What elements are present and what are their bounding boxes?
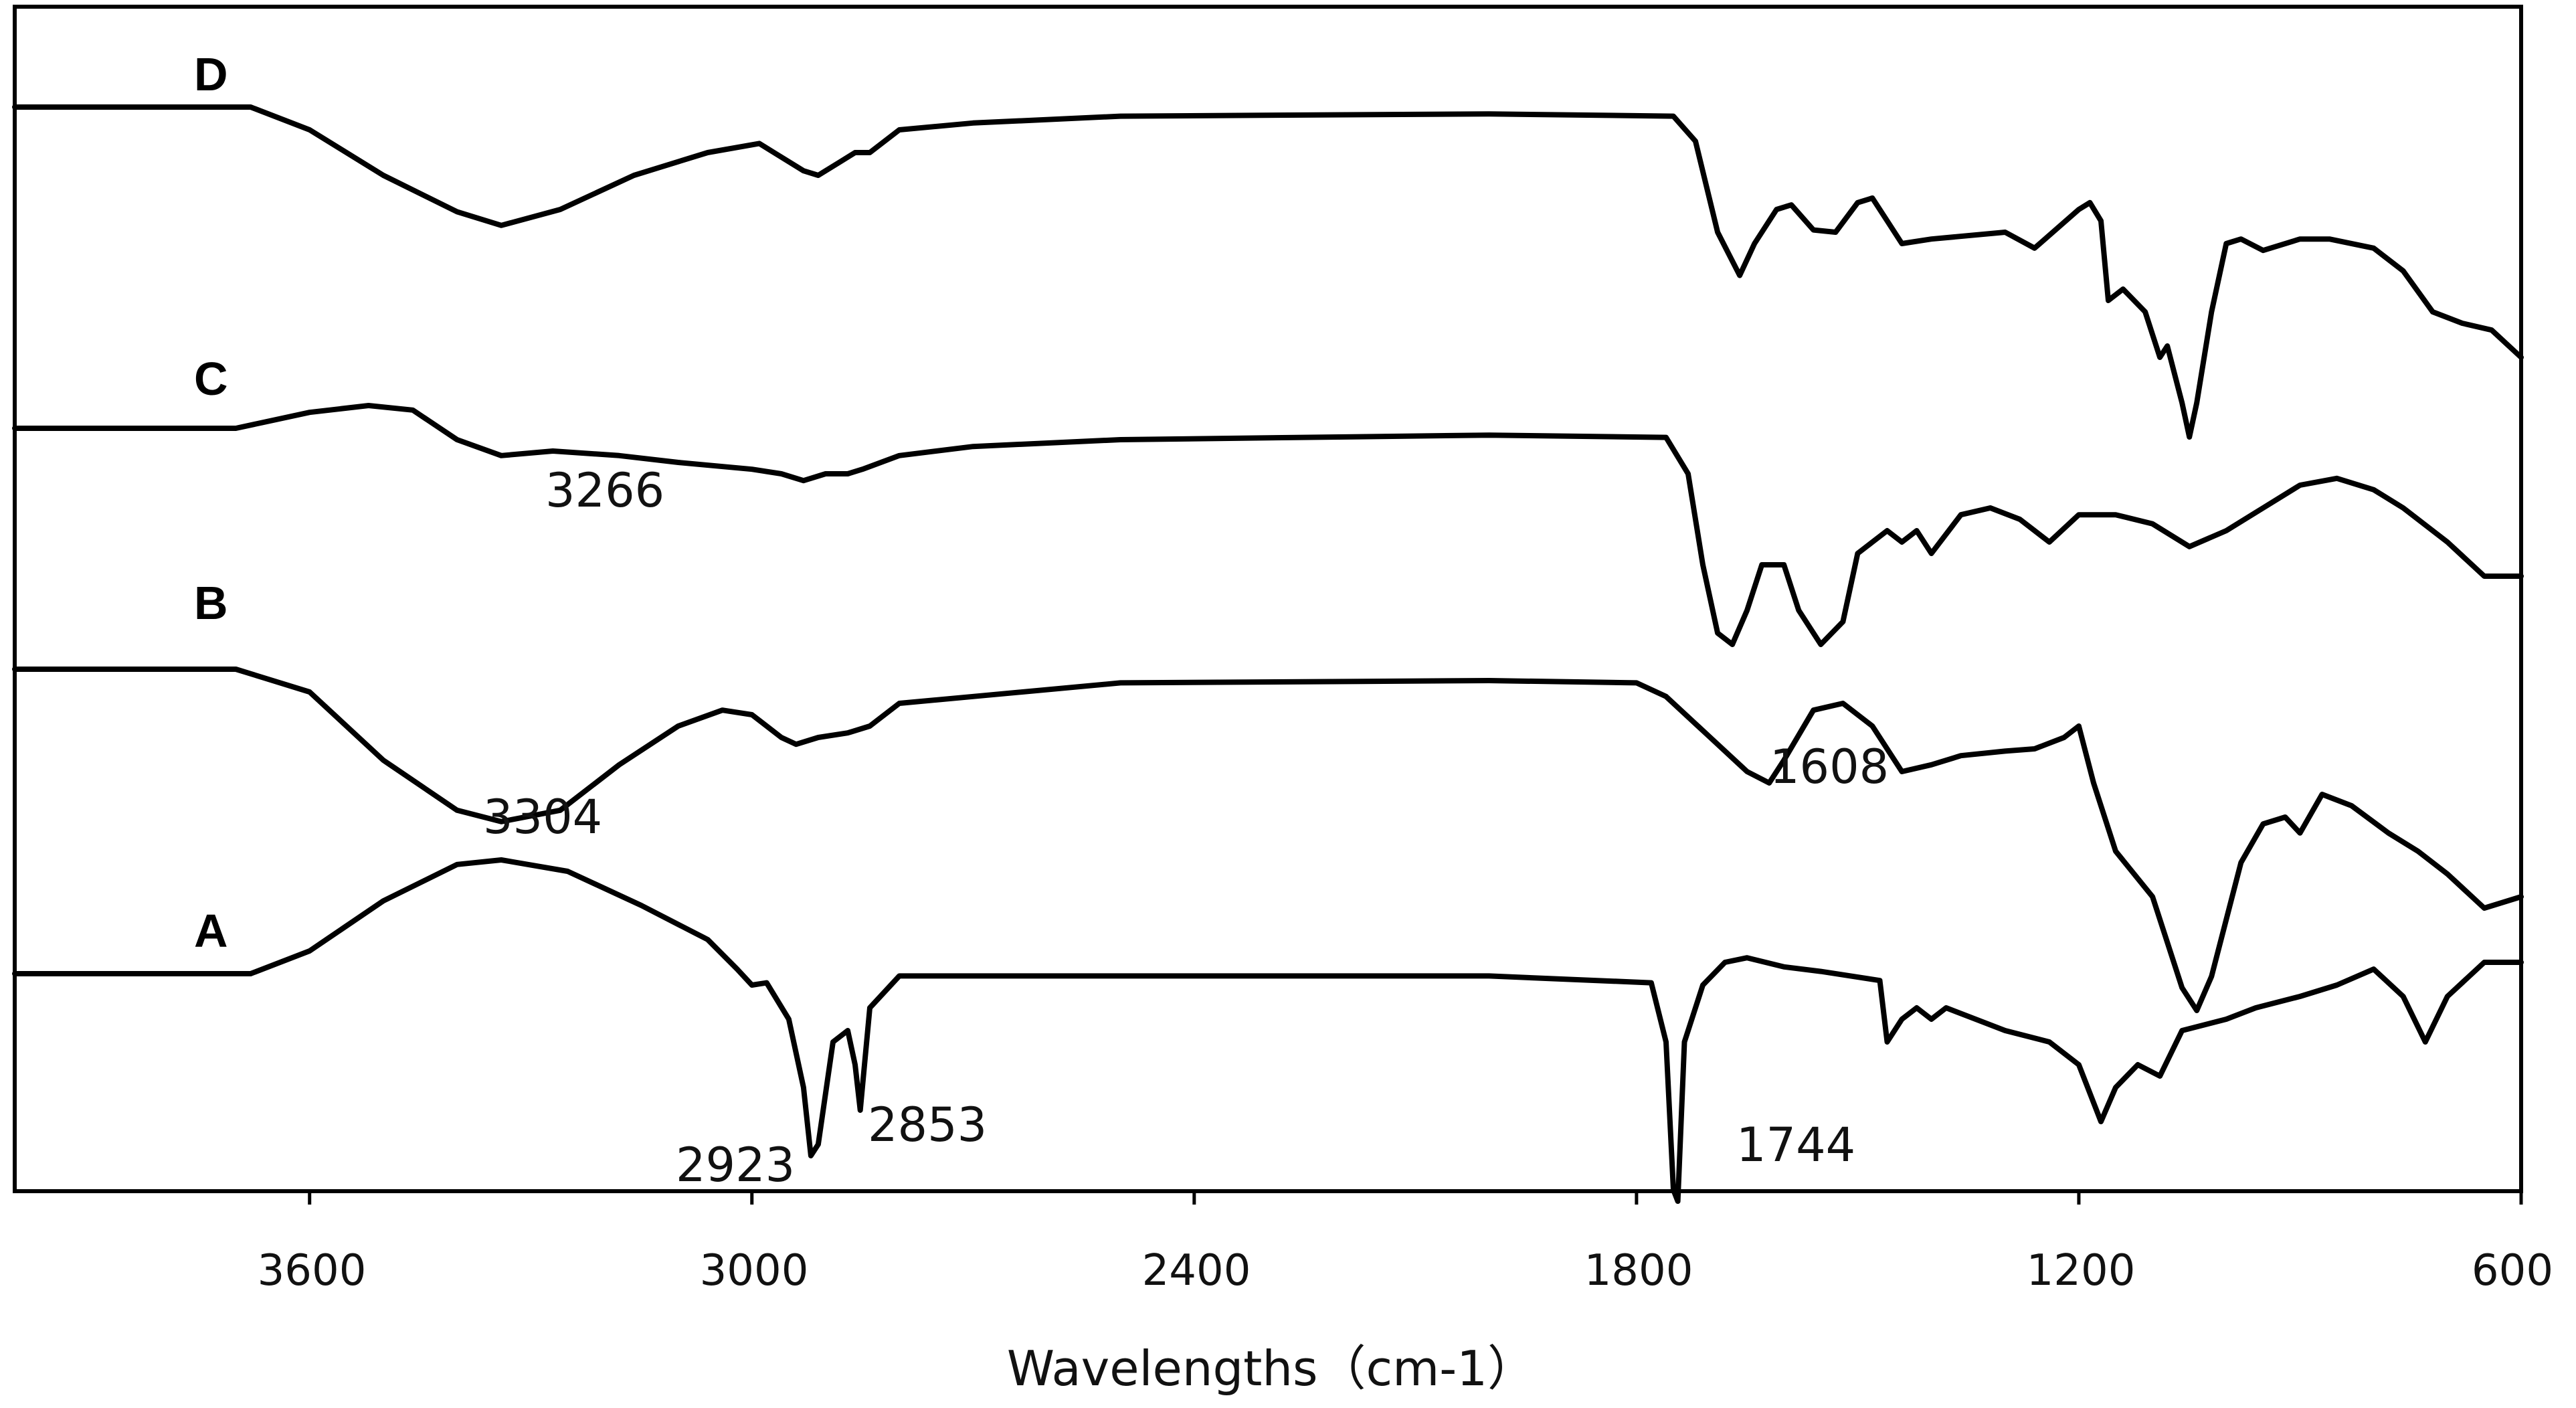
plot-frame	[13, 5, 2523, 1193]
x-axis: 3600 3000 2400 1800 1200 600 Wavelengths…	[258, 1191, 2554, 1397]
x-tick-label-1800: 1800	[1584, 1246, 1693, 1296]
series-lines	[12, 104, 2524, 1204]
x-tick-label-1200: 1200	[2027, 1246, 2136, 1296]
x-axis-title: Wavelengths（cm-1）	[1007, 1340, 1536, 1397]
annotation-3304: 3304	[483, 790, 602, 845]
series-label-d: D	[194, 48, 228, 100]
x-tick-label-3000: 3000	[700, 1246, 809, 1296]
annotation-2853: 2853	[868, 1097, 987, 1152]
series-labels: D C B A	[194, 48, 228, 957]
x-tick-label-2400: 2400	[1142, 1246, 1251, 1296]
x-tick-label-3600: 3600	[258, 1246, 367, 1296]
x-tick-labels: 3600 3000 2400 1800 1200 600	[258, 1246, 2554, 1296]
annotation-1608: 1608	[1770, 739, 1889, 794]
series-line-d	[12, 104, 2524, 440]
x-tick-label-600: 600	[2472, 1246, 2553, 1296]
series-line-c	[12, 403, 2524, 647]
series-label-c: C	[194, 353, 228, 405]
annotation-1744: 1744	[1736, 1118, 1855, 1172]
series-line-b	[12, 667, 2524, 1013]
series-line-a	[12, 857, 2524, 1204]
annotation-2923: 2923	[676, 1138, 795, 1193]
peak-annotations: 3266 3304 1608 2923 2853 1744	[483, 463, 1889, 1193]
annotation-3266: 3266	[545, 463, 664, 518]
series-label-b: B	[194, 577, 228, 629]
series-label-a: A	[194, 905, 228, 957]
x-tick-marks	[308, 1191, 2523, 1205]
